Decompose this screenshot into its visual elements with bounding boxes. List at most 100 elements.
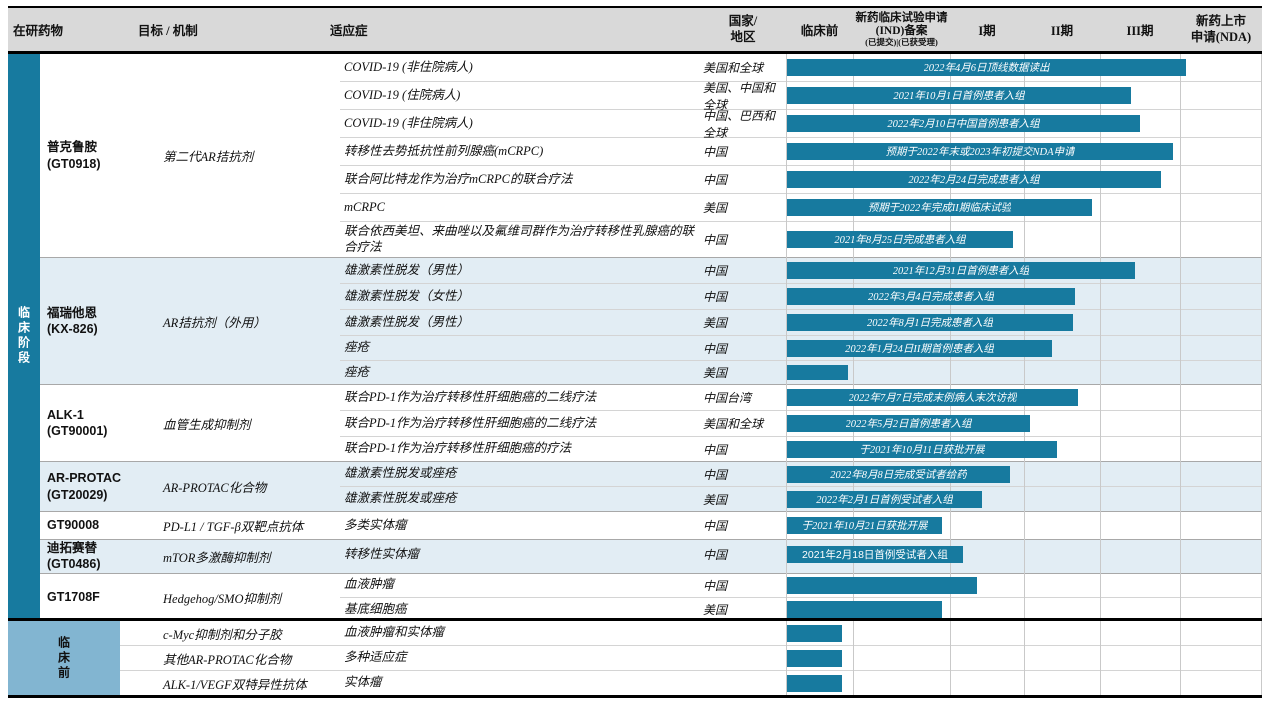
- gantt-bar: 2022年8月8日完成受试者给药: [787, 465, 1010, 483]
- drug-cell: ALK-1 (GT90001): [40, 385, 163, 461]
- gantt-bar: 2022年8月1日完成患者入组: [787, 314, 1073, 331]
- region-cell: 中国、巴西和全球: [703, 108, 776, 140]
- indication-cell: 血液肿瘤和实体瘤: [344, 625, 445, 640]
- header-phase-preclinical: 临床前: [800, 24, 839, 38]
- indication-cell: 联合阿比特龙作为治疗mCRPC的联合疗法: [344, 171, 573, 186]
- drug-section: AR-PROTAC (GT20029) AR-PROTAC化合物 雄激素性脱发或痤疮中…: [40, 462, 1262, 512]
- table-header: 在研药物 目标 / 机制 适应症 国家/ 地区 临床前 新药临床试验申请(IND…: [8, 8, 1262, 54]
- pipeline-row: 联合PD-1作为治疗转移性肝细胞癌的二线疗法 中国台湾 2022年7月7日完成末例病…: [340, 385, 1262, 411]
- region-cell: 中国: [703, 467, 728, 482]
- region-cell: 中国: [703, 578, 728, 593]
- bar-label: 于2021年10月11日获批开展: [859, 444, 985, 456]
- gantt-bar: 于2021年10月11日获批开展: [787, 440, 1057, 458]
- gantt-bar: [787, 674, 842, 692]
- header-ind-filing-label: 新药临床试验申请(IND)备案: [855, 11, 948, 37]
- phase-track: [786, 598, 1262, 622]
- top-border-line: [8, 6, 1262, 8]
- phase-track: 2022年1月24日II期首例患者入组: [786, 336, 1262, 360]
- gantt-bar: 2022年1月24日II期首例患者入组: [787, 339, 1052, 357]
- drug-section: GT90008 PD-L1 / TGF-β双靶点抗体 多类实体瘤 中国 于2021年10…: [40, 512, 1262, 540]
- drug-name: 普克鲁胺: [47, 140, 98, 155]
- region-cell: 美国: [703, 201, 728, 215]
- drug-code: (KX-826): [47, 322, 98, 336]
- drug-cell: GT90008: [40, 512, 163, 539]
- mechanism-cell: 第二代AR拮抗剂: [163, 150, 254, 164]
- phase-track: 预期于2022年完成II期临床试验: [786, 194, 1262, 221]
- drug-code: (GT90001): [47, 424, 108, 438]
- drug-name: 迪拓赛替: [47, 541, 98, 555]
- phase-track: 2022年8月8日完成受试者给药: [786, 462, 1262, 486]
- phase-track: 2021年10月1日首例患者入组: [786, 82, 1262, 109]
- indication-cell: COVID-19 (住院病人): [344, 87, 461, 102]
- pipeline-row: 联合PD-1作为治疗转移性肝细胞癌的疗法 中国 于2021年10月11日获批开展: [340, 437, 1262, 461]
- region-cell: 美国、中国和全球: [703, 80, 776, 112]
- region-cell: 中国: [703, 233, 728, 247]
- mechanism-cell: AR-PROTAC化合物: [163, 481, 267, 495]
- pipeline-row: 雄激素性脱发或痤疮 美国 2022年2月1日首例受试者入组: [340, 487, 1262, 511]
- bottom-border-line: [8, 695, 1262, 698]
- region-cell: 中国: [703, 341, 728, 356]
- bar-label: 2021年10月1日首例患者入组: [893, 91, 1025, 102]
- drug-section: 迪拓赛替 (GT0486) mTOR多激酶抑制剂 转移性实体瘤 中国 2021年2月18日…: [40, 540, 1262, 574]
- preclinical-stage-group: 临床前 c-Myc抑制剂和分子胶 血液肿瘤和实体瘤 其他AR-PROTAC化合物 多种…: [8, 621, 1262, 695]
- phase-track: 2022年4月6日顶线数据读出: [786, 54, 1262, 81]
- preclinical-row: ALK-1/VEGF双特异性抗体 实体瘤: [120, 671, 1262, 695]
- phase-track: 2022年2月1日首例受试者入组: [786, 487, 1262, 511]
- gantt-bar: 2022年2月10日中国首例患者入组: [787, 115, 1140, 132]
- pipeline-rows: 雄激素性脱发（男性） 中国 2021年12月31日首例患者入组 雄激素性脱发（女性） 中…: [340, 258, 1262, 384]
- drug-section: GT1708F Hedgehog/SMO抑制剂 血液肿瘤 中国 基底细胞癌 美国: [40, 574, 1262, 622]
- phase-track: 2021年8月25日完成患者入组: [786, 222, 1262, 257]
- preclinical-row: c-Myc抑制剂和分子胶 血液肿瘤和实体瘤: [120, 621, 1262, 646]
- drug-cell: GT1708F: [40, 574, 163, 622]
- indication-cell: 多类实体瘤: [344, 517, 407, 532]
- pipeline-row: 痤疮 美国: [340, 361, 1262, 384]
- bar-label: 2022年2月10日中国首例患者入组: [887, 119, 1040, 130]
- pipeline-row: 基底细胞癌 美国: [340, 598, 1262, 622]
- region-cell: 中国: [703, 145, 728, 159]
- header-phase-2: II期: [1050, 24, 1074, 38]
- pipeline-row: COVID-19 (非住院病人) 中国、巴西和全球 2022年2月10日中国首例患者…: [340, 108, 1262, 140]
- mechanism-cell: 其他AR-PROTAC化合物: [163, 652, 292, 667]
- region-cell: 中国: [703, 519, 728, 533]
- phase-track: [786, 361, 1262, 384]
- pipeline-row: 多类实体瘤 中国 于2021年10月21日获批开展: [340, 512, 1262, 539]
- pipeline-row: 雄激素性脱发（女性） 中国 2022年3月4日完成患者入组: [340, 284, 1262, 310]
- stage-sidebar-preclinical: 临床前: [8, 621, 120, 695]
- indication-cell: 雄激素性脱发或痤疮: [344, 491, 457, 506]
- header-phase-3: III期: [1126, 24, 1154, 38]
- drug-name: GT90008: [47, 518, 100, 533]
- header-phase-ind-filing: 新药临床试验申请(IND)备案 (已提交)|(已获受理): [853, 12, 950, 47]
- bar-label: 2022年7月7日完成末例病人末次访视: [848, 393, 1017, 404]
- clinical-stage-group: 临床阶段 普克鲁胺 (GT0918) 第二代AR拮抗剂 COVID-19 (非住院病人…: [8, 54, 1262, 618]
- indication-cell: 联合PD-1作为治疗转移性肝细胞癌的疗法: [344, 441, 572, 456]
- drug-name: GT1708F: [47, 590, 100, 605]
- pipeline-rows: 联合PD-1作为治疗转移性肝细胞癌的二线疗法 中国台湾 2022年7月7日完成末例病…: [340, 385, 1262, 461]
- region-cell: 中国: [703, 548, 728, 562]
- pipeline-row: 联合阿比特龙作为治疗mCRPC的联合疗法 中国 2022年2月24日完成患者入组: [340, 166, 1262, 194]
- pipeline-rows: COVID-19 (非住院病人) 美国和全球 2022年4月6日顶线数据读出 COVI…: [340, 54, 1262, 257]
- header-indication-column: 适应症: [330, 24, 368, 38]
- region-cell: 美国: [703, 366, 728, 380]
- phase-track: [786, 621, 1262, 645]
- indication-cell: 转移性实体瘤: [344, 546, 420, 561]
- phase-track: 2022年3月4日完成患者入组: [786, 284, 1262, 309]
- region-cell: 中国: [703, 264, 728, 278]
- pipeline-rows: 血液肿瘤 中国 基底细胞癌 美国: [340, 574, 1262, 622]
- drug-cell: 迪拓赛替 (GT0486): [40, 540, 163, 573]
- indication-cell: 转移性去势抵抗性前列腺癌(mCRPC): [344, 143, 544, 158]
- drug-name: 福瑞他恩: [47, 305, 98, 320]
- indication-cell: mCRPC: [344, 199, 385, 214]
- phase-track: 2021年2月18日首例受试者入组: [786, 540, 1262, 569]
- drug-section: ALK-1 (GT90001) 血管生成抑制剂 联合PD-1作为治疗转移性肝细胞癌的二…: [40, 385, 1262, 462]
- gantt-bar: [787, 365, 848, 380]
- header-region-line1: 国家/: [728, 13, 758, 28]
- region-cell: 中国: [703, 442, 728, 457]
- gantt-bar: 2022年2月24日完成患者入组: [787, 171, 1161, 188]
- region-cell: 美国: [703, 603, 728, 617]
- gantt-bar: 预期于2022年末或2023年初提交NDA申请: [787, 143, 1173, 160]
- mechanism-cell: 血管生成抑制剂: [163, 417, 251, 432]
- region-cell: 中国: [703, 290, 728, 304]
- bar-label: 预期于2022年完成II期临床试验: [867, 203, 1012, 214]
- phase-track: 2021年12月31日首例患者入组: [786, 258, 1262, 283]
- pipeline-row: 雄激素性脱发（男性） 美国 2022年8月1日完成患者入组: [340, 310, 1262, 336]
